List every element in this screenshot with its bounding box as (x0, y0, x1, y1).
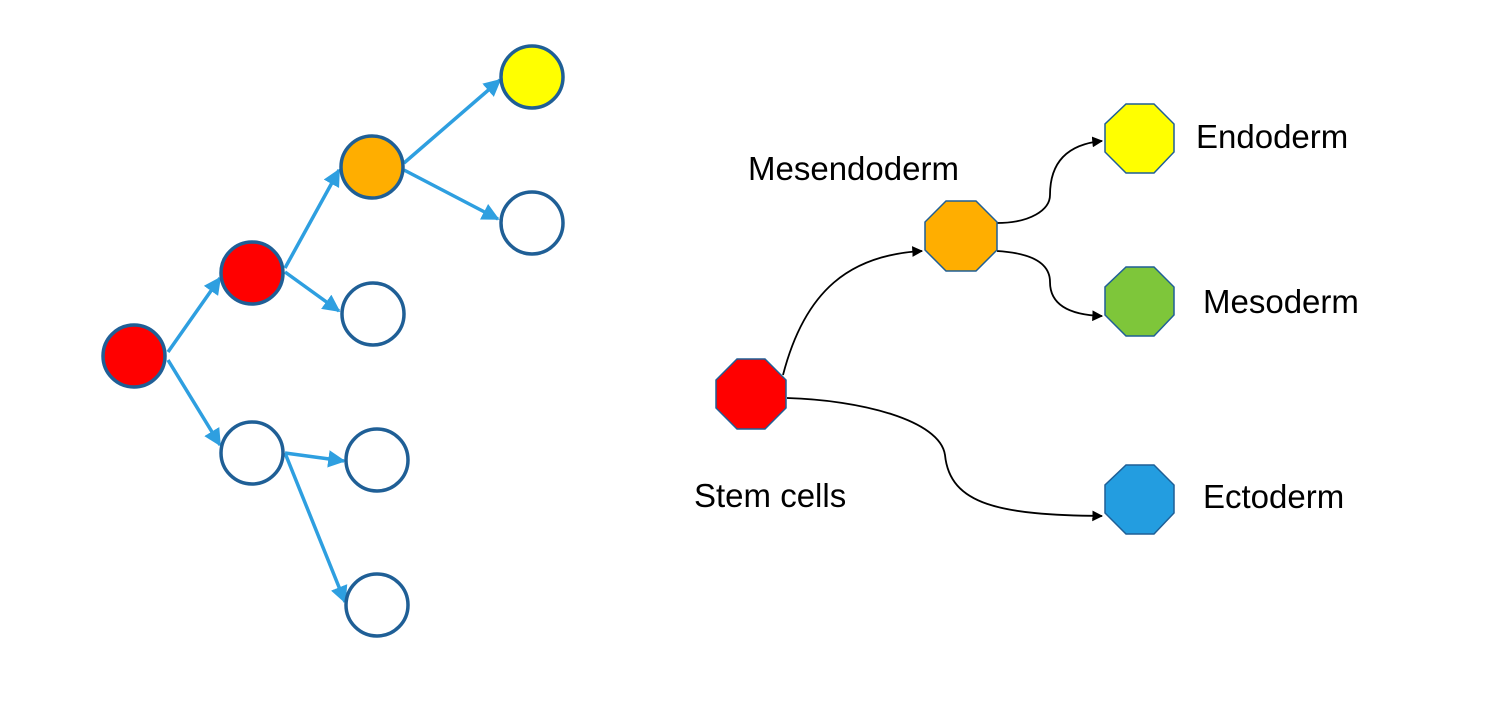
label-endoderm: Endoderm (1196, 118, 1349, 155)
tree-edge-a1-a1a (402, 78, 502, 165)
octagon-ectoderm (1104, 464, 1175, 535)
tree-edge-b-b1 (284, 450, 346, 468)
tree-node-b (219, 420, 285, 486)
octagon-mesendoderm (924, 200, 998, 272)
label-stem-cells: Stem cells (694, 477, 847, 514)
tree-node-a1 (339, 134, 405, 200)
tree-node-a1a (499, 44, 565, 110)
tree-edge-root-b (166, 359, 222, 447)
tree-node-b1 (344, 427, 410, 493)
flow-edge-stem-mesendoderm (782, 246, 924, 376)
tree-edge-a-a1 (283, 168, 341, 269)
flow-nodes (715, 103, 1175, 535)
label-ectoderm: Ectoderm (1203, 478, 1345, 515)
label-mesendoderm: Mesendoderm (748, 150, 959, 187)
tree-edges (166, 78, 502, 604)
octagon-stem (715, 358, 787, 430)
tree-node-a1b (499, 190, 565, 256)
flow-edge-stem-ectoderm (786, 397, 1104, 522)
tree-node-a (219, 240, 285, 306)
tree-edge-a1-a1b (403, 168, 500, 221)
octagon-endoderm (1104, 103, 1175, 174)
tree-edge-root-a (166, 276, 222, 354)
octagon-mesoderm (1104, 266, 1175, 337)
flow-edge-mesendoderm-endoderm (996, 136, 1104, 224)
tree-node-root (101, 323, 167, 389)
tree-node-a2 (340, 281, 406, 347)
tree-nodes (101, 44, 565, 638)
tree-edge-a-a2 (283, 270, 341, 313)
flow-edge-mesendoderm-mesoderm (996, 250, 1104, 322)
flow-edges (782, 136, 1104, 522)
differentiation-flow (715, 103, 1175, 535)
lineage-tree (101, 44, 565, 638)
label-mesoderm: Mesoderm (1203, 283, 1359, 320)
tree-node-b2 (344, 572, 410, 638)
tree-edge-b-b2 (283, 452, 348, 604)
